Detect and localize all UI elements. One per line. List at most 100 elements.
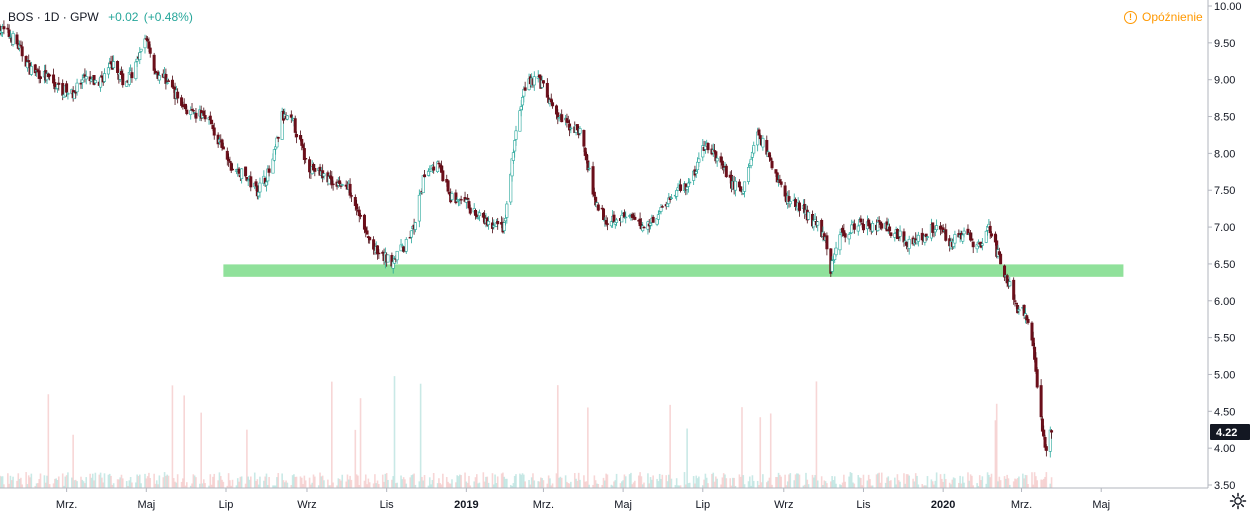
candle-body: [642, 226, 646, 229]
volume-bar: [593, 475, 596, 488]
volume-bar: [439, 483, 442, 488]
candle-body: [276, 136, 280, 139]
candle-body: [355, 203, 359, 210]
volume-bar: [696, 478, 699, 488]
volume-bar: [1035, 476, 1037, 488]
volume-bar: [140, 483, 142, 488]
candle-body: [893, 233, 897, 238]
volume-bar: [464, 472, 466, 488]
candle-body: [532, 76, 536, 86]
volume-bar: [90, 477, 93, 488]
x-tick-label: Mrz.: [56, 499, 77, 511]
volume-bar: [44, 482, 47, 488]
volume-bar: [756, 480, 759, 488]
candle-body: [165, 82, 169, 84]
x-tick-label: Wrz: [774, 499, 793, 511]
volume-bar: [887, 476, 890, 488]
volume-bar: [110, 475, 112, 488]
volume-bar: [277, 473, 280, 488]
volume-bar: [601, 484, 604, 488]
candle-body: [752, 145, 756, 154]
volume-bar: [870, 485, 873, 488]
volume-bar: [384, 473, 387, 488]
volume-bar: [848, 476, 850, 488]
candle-body: [429, 168, 433, 172]
volume-bar: [884, 482, 887, 488]
volume-bar: [570, 481, 572, 488]
volume-bar: [622, 480, 624, 488]
candlesticks: [0, 20, 1054, 458]
candle-body: [450, 193, 454, 201]
volume-bar: [759, 417, 762, 488]
gear-icon[interactable]: [1229, 492, 1247, 510]
volume-bar: [908, 475, 910, 488]
volume-bar: [707, 483, 709, 488]
volume-bar: [10, 480, 13, 488]
volume-bar: [21, 484, 24, 488]
volume-bar: [605, 473, 607, 488]
candle-body: [1048, 429, 1052, 452]
candle-body: [372, 239, 376, 250]
volume-bar: [897, 480, 900, 488]
candle-body: [227, 158, 231, 162]
volume-bar: [628, 474, 631, 488]
volume-bar: [319, 472, 321, 488]
x-tick-label: Lis: [856, 499, 871, 511]
candle-body: [658, 211, 662, 214]
volume-bar: [1014, 478, 1016, 488]
volume-bar: [89, 473, 91, 488]
symbol-interval[interactable]: 1D: [44, 10, 60, 24]
candle-body: [84, 76, 88, 80]
volume-bar: [201, 483, 204, 488]
volume-bar: [877, 473, 879, 488]
volume-bar: [299, 476, 302, 488]
volume-bar: [749, 476, 751, 488]
candle-body: [48, 74, 52, 77]
volume-bar: [592, 484, 594, 488]
volume-bar: [410, 475, 413, 488]
volume-bar: [980, 480, 982, 488]
volume-bar: [930, 479, 933, 488]
volume-bar: [504, 478, 507, 488]
candle-body: [496, 221, 500, 225]
volume-bar: [347, 479, 350, 488]
volume-bar: [1006, 474, 1008, 488]
volume-bar: [824, 481, 827, 488]
candle-body: [877, 220, 881, 222]
volume-bar: [1031, 472, 1033, 488]
volume-bar: [302, 484, 304, 488]
volume-bar: [162, 477, 165, 488]
volume-bars: [0, 376, 1053, 488]
volume-bar: [549, 478, 551, 488]
candle-body: [212, 127, 216, 136]
volume-bar: [57, 476, 60, 488]
candle-body: [688, 181, 692, 184]
volume-bar: [567, 483, 570, 488]
volume-bar: [694, 483, 696, 488]
delay-badge[interactable]: ! Opóźnienie: [1124, 10, 1203, 24]
candle-body: [761, 138, 765, 148]
volume-bar: [210, 484, 213, 488]
volume-bar: [423, 475, 426, 488]
volume-bar: [192, 474, 195, 488]
candle-body: [304, 158, 308, 160]
candle-body: [244, 166, 248, 177]
volume-bar: [149, 478, 152, 488]
symbol-name[interactable]: BOS: [8, 10, 34, 24]
volume-bar: [256, 479, 259, 488]
candle-body: [686, 182, 690, 187]
candle-body: [519, 106, 523, 111]
volume-bar: [372, 483, 375, 488]
candle-body: [724, 165, 728, 178]
volume-bar: [998, 476, 1001, 488]
candle-body: [787, 196, 791, 203]
candle-body: [779, 181, 783, 185]
candle-body: [231, 168, 235, 171]
candle-body: [167, 80, 171, 82]
volume-bar: [265, 473, 268, 488]
volume-bar: [674, 485, 677, 488]
volume-bar: [35, 483, 38, 488]
volume-bar: [1016, 478, 1019, 488]
volume-bar: [698, 476, 700, 488]
